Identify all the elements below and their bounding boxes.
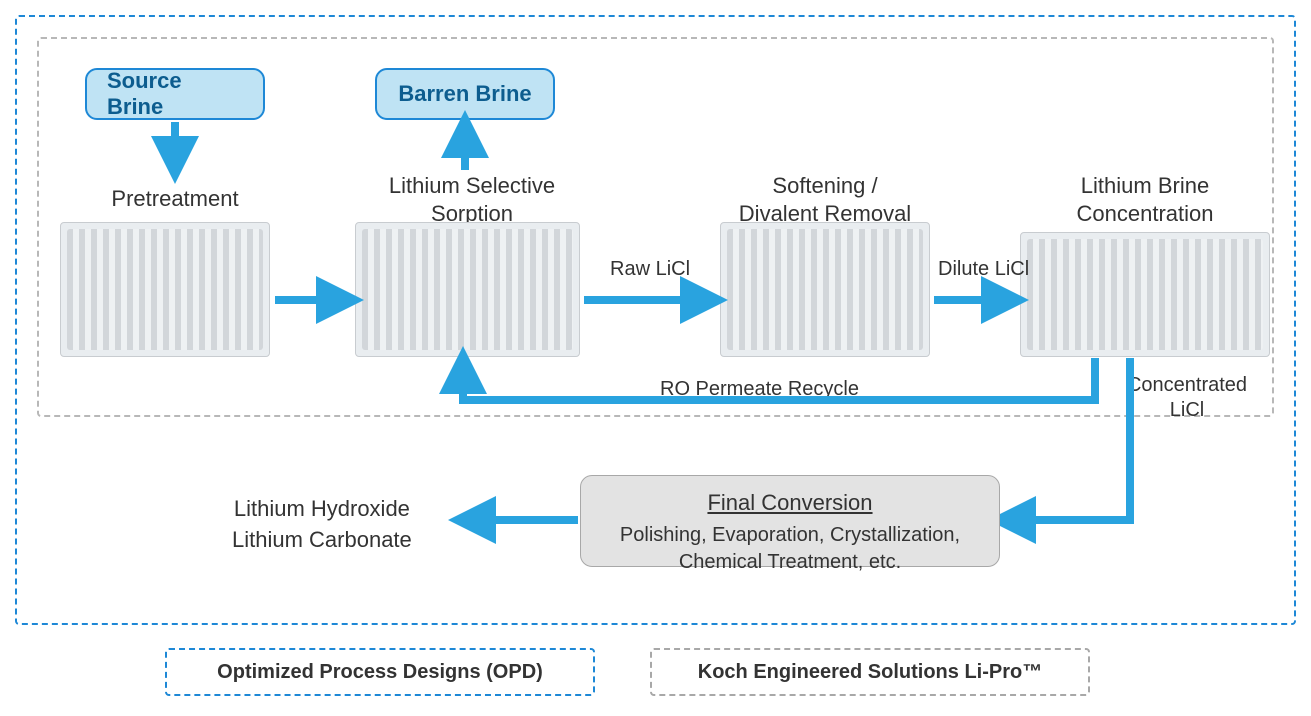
arrow-recycle: [463, 358, 1095, 400]
legend-opd-text: Optimized Process Designs (OPD): [217, 661, 543, 684]
final-conversion-box: Final Conversion Polishing, Evaporation,…: [580, 475, 1000, 567]
final-conversion-subtitle: Polishing, Evaporation, Crystallization,…: [601, 522, 979, 576]
final-conversion-title: Final Conversion: [601, 490, 979, 516]
output-line1: Lithium Hydroxide: [232, 494, 412, 525]
output-line2: Lithium Carbonate: [232, 525, 412, 556]
legend-koch: Koch Engineered Solutions Li-Pro™: [650, 648, 1090, 696]
legend-opd: Optimized Process Designs (OPD): [165, 648, 595, 696]
output-products: Lithium Hydroxide Lithium Carbonate: [232, 494, 412, 556]
arrow-conc-to-final: [1004, 358, 1130, 520]
flow-arrows: [0, 0, 1311, 716]
legend-koch-text: Koch Engineered Solutions Li-Pro™: [698, 661, 1042, 684]
